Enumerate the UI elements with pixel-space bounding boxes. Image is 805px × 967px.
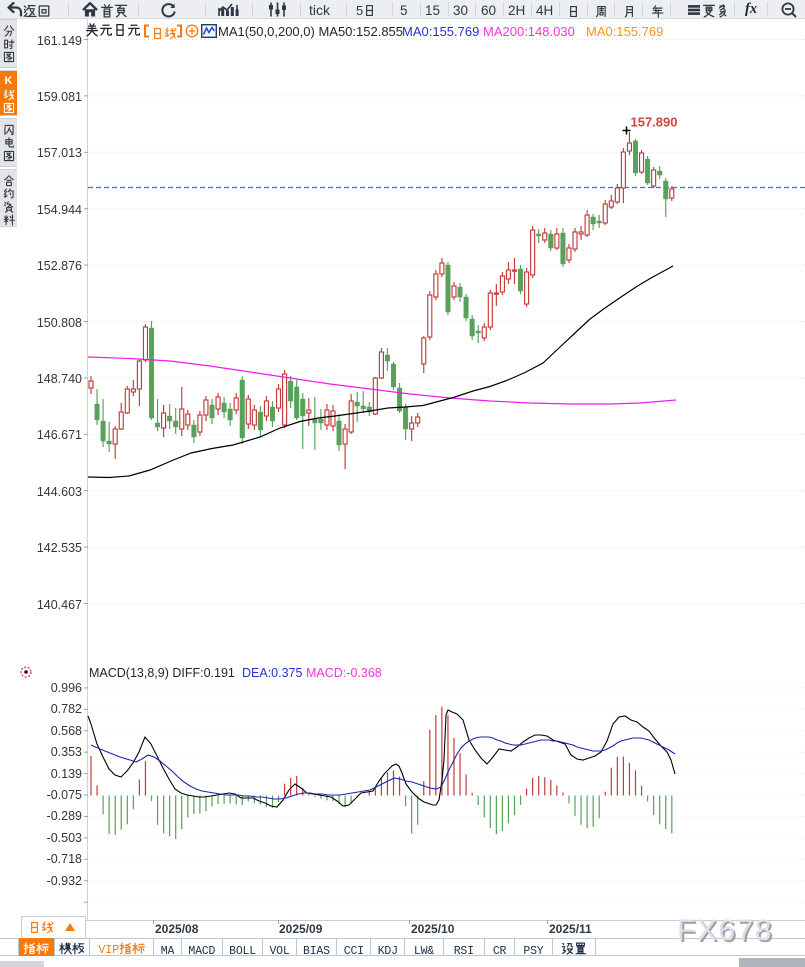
svg-text:157.890: 157.890 <box>631 115 678 130</box>
